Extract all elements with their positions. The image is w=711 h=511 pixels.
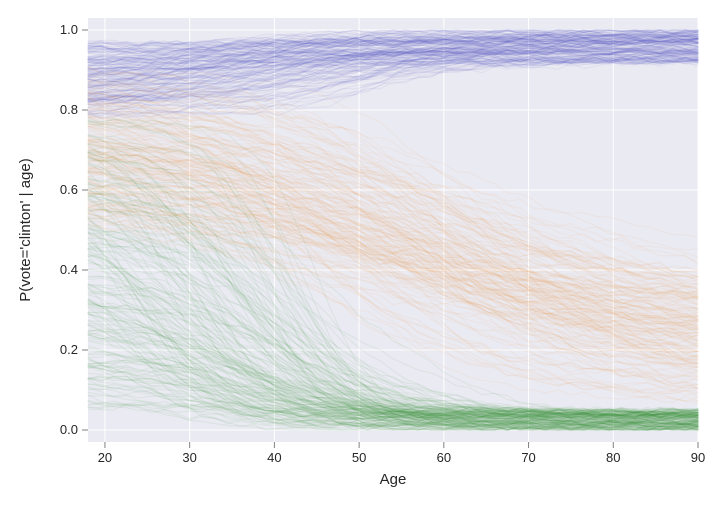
y-tick-label: 0.6	[60, 182, 78, 197]
x-tick-label: 50	[352, 450, 366, 465]
y-tick-label: 0.8	[60, 102, 78, 117]
x-tick-label: 20	[98, 450, 112, 465]
x-axis-label: Age	[380, 471, 407, 488]
x-tick-label: 30	[182, 450, 196, 465]
x-tick-label: 80	[606, 450, 620, 465]
x-tick-label: 90	[691, 450, 705, 465]
y-tick-label: 0.0	[60, 422, 78, 437]
y-axis-label: P(vote='clinton' | age)	[17, 158, 34, 301]
chart-svg: 20 30 40 50 60 70 80 90 0.0 0.2 0.4 0.6 0.8 1.0 Age P(v…	[0, 0, 711, 511]
x-tick-label: 60	[437, 450, 451, 465]
probability-vs-age-chart: 20 30 40 50 60 70 80 90 0.0 0.2 0.4 0.6 0.8 1.0 Age P(v…	[0, 0, 711, 511]
y-tick-label: 1.0	[60, 22, 78, 37]
y-tick-label: 0.4	[60, 262, 78, 277]
x-tick-label: 70	[521, 450, 535, 465]
y-tick-label: 0.2	[60, 342, 78, 357]
x-tick-label: 40	[267, 450, 281, 465]
